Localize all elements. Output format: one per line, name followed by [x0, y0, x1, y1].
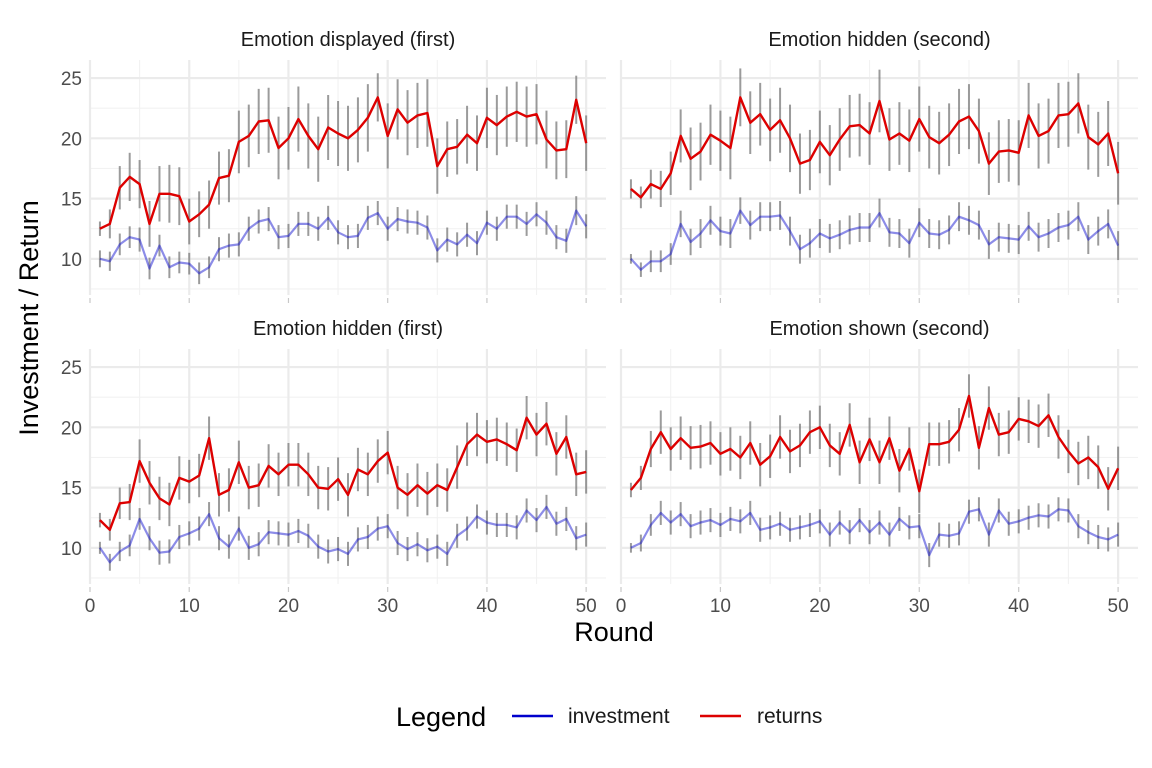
- x-tick-label: 50: [1108, 596, 1129, 617]
- series-line-returns: [630, 96, 1120, 199]
- y-tick-label: 25: [61, 69, 82, 90]
- error-bars-investment: [629, 197, 1120, 277]
- error-bars-investment: [98, 196, 588, 285]
- x-axis-title: Round: [574, 617, 654, 647]
- series-line-returns: [99, 416, 587, 531]
- facet-title: Emotion shown (second): [769, 318, 989, 340]
- x-tick-label: 10: [179, 596, 200, 617]
- y-tick-label: 20: [61, 129, 82, 150]
- x-tick-label: 10: [710, 596, 731, 617]
- facet-panel: Emotion hidden (second): [619, 29, 1138, 303]
- series-line-investment: [630, 209, 1120, 271]
- error-bars-investment: [98, 494, 588, 571]
- series-line-returns: [99, 96, 588, 230]
- facet-title: Emotion hidden (second): [768, 29, 990, 51]
- x-tick-label: 50: [576, 596, 597, 617]
- series-line-investment: [630, 508, 1119, 557]
- x-tick-label: 30: [909, 596, 930, 617]
- legend: Legend investment returns: [396, 702, 822, 732]
- facet-panel: Emotion shown (second) 0 10 20 30 40 50: [616, 318, 1138, 617]
- series-line-returns: [629, 394, 1120, 493]
- facet-panel: Emotion displayed (first) 10 15 20 25: [61, 29, 606, 303]
- y-tick-label: 15: [61, 479, 82, 500]
- series-line-investment: [99, 209, 588, 275]
- error-bars-investment: [629, 497, 1120, 568]
- x-tick-label: 20: [278, 596, 299, 617]
- x-tick-label: 40: [1008, 596, 1029, 617]
- legend-label-investment: investment: [568, 705, 670, 728]
- y-axis-title: Investment / Return: [14, 200, 44, 436]
- facet-panel: Emotion hidden (first) 10 15 20 25 0 10 20 30 40 5…: [61, 318, 606, 617]
- legend-label-returns: returns: [757, 705, 822, 728]
- facet-panels: Emotion displayed (first)10152025Emotion…: [61, 29, 1138, 617]
- y-tick-label: 10: [61, 250, 82, 271]
- x-tick-label: 40: [476, 596, 497, 617]
- x-tick-label: 20: [809, 596, 830, 617]
- facet-title: Emotion displayed (first): [241, 29, 456, 51]
- facet-title: Emotion hidden (first): [253, 318, 443, 340]
- x-tick-label: 0: [616, 596, 627, 617]
- x-tick-label: 0: [85, 596, 96, 617]
- y-tick-label: 10: [61, 539, 82, 560]
- y-tick-label: 20: [61, 418, 82, 439]
- series-line-investment: [98, 505, 587, 564]
- y-tick-label: 15: [61, 190, 82, 211]
- y-tick-label: 25: [61, 358, 82, 379]
- legend-title: Legend: [396, 702, 486, 732]
- x-tick-label: 30: [377, 596, 398, 617]
